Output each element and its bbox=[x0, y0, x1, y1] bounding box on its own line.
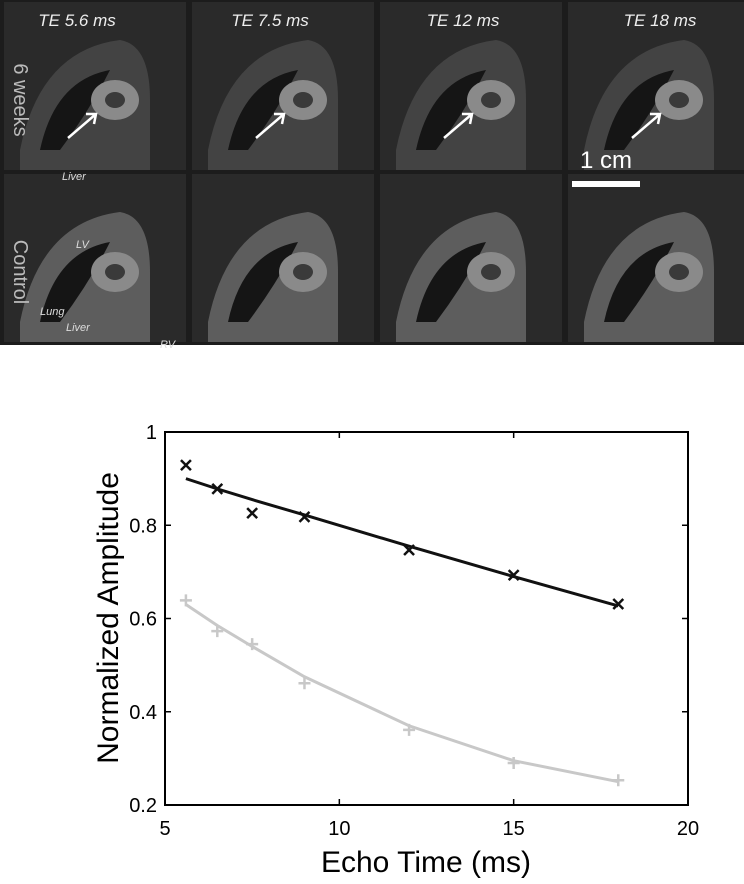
ventricle bbox=[105, 92, 125, 108]
ventricle bbox=[669, 264, 689, 280]
te-label: TE 12 ms bbox=[427, 11, 500, 30]
x-axis-label: Echo Time (ms) bbox=[321, 846, 531, 879]
mri-panel: TE 5.6 ms TE 7.5 ms TE 12 ms TE 18 ms 6 … bbox=[0, 0, 744, 351]
y-axis-label: Normalized Amplitude bbox=[92, 472, 125, 764]
annotation: Liver bbox=[66, 322, 91, 334]
annotation: Liver bbox=[62, 171, 87, 183]
scale-bar bbox=[572, 181, 640, 187]
y-tick-label: 0.2 bbox=[129, 795, 157, 817]
lung bbox=[604, 242, 674, 322]
te-label: TE 7.5 ms bbox=[231, 11, 309, 30]
lung bbox=[40, 70, 110, 150]
arrow bbox=[631, 112, 662, 139]
te-label: TE 5.6 ms bbox=[38, 11, 116, 30]
arrow bbox=[67, 112, 98, 139]
data-point bbox=[298, 677, 311, 690]
arrow bbox=[255, 112, 286, 139]
ventricle bbox=[669, 92, 689, 108]
scale-label: 1 cm bbox=[580, 147, 632, 174]
arrow bbox=[443, 112, 474, 139]
data-point bbox=[179, 594, 192, 607]
y-tick-label: 0.4 bbox=[129, 702, 157, 724]
annotation: RV bbox=[160, 339, 177, 351]
x-tick-label: 20 bbox=[677, 818, 699, 840]
data-point bbox=[246, 507, 259, 520]
ventricle bbox=[481, 92, 501, 108]
lung bbox=[228, 242, 298, 322]
row-label: Control bbox=[9, 240, 31, 304]
plot-frame bbox=[164, 431, 689, 806]
y-tick-label: 0.6 bbox=[129, 609, 157, 631]
x-tick-label: 15 bbox=[503, 818, 525, 840]
fit-line bbox=[185, 603, 619, 784]
x-tick-label: 10 bbox=[328, 818, 350, 840]
lung bbox=[416, 70, 486, 150]
te-label: TE 18 ms bbox=[624, 11, 697, 30]
ventricle bbox=[481, 264, 501, 280]
row-label: 6 weeks bbox=[9, 63, 31, 136]
fit-line bbox=[185, 477, 619, 608]
data-point bbox=[612, 598, 625, 610]
ventricle bbox=[293, 264, 313, 280]
y-tick-label: 0.8 bbox=[129, 515, 157, 537]
lung bbox=[40, 242, 110, 322]
x-tick-label: 5 bbox=[159, 818, 170, 840]
y-tick-label: 1 bbox=[146, 422, 157, 444]
lung bbox=[604, 70, 674, 150]
ventricle bbox=[105, 264, 125, 280]
data-point bbox=[180, 459, 192, 471]
lung bbox=[416, 242, 486, 322]
lung bbox=[228, 70, 298, 150]
annotation: LV bbox=[76, 239, 91, 251]
annotation: Lung bbox=[40, 306, 65, 318]
ventricle bbox=[293, 92, 313, 108]
